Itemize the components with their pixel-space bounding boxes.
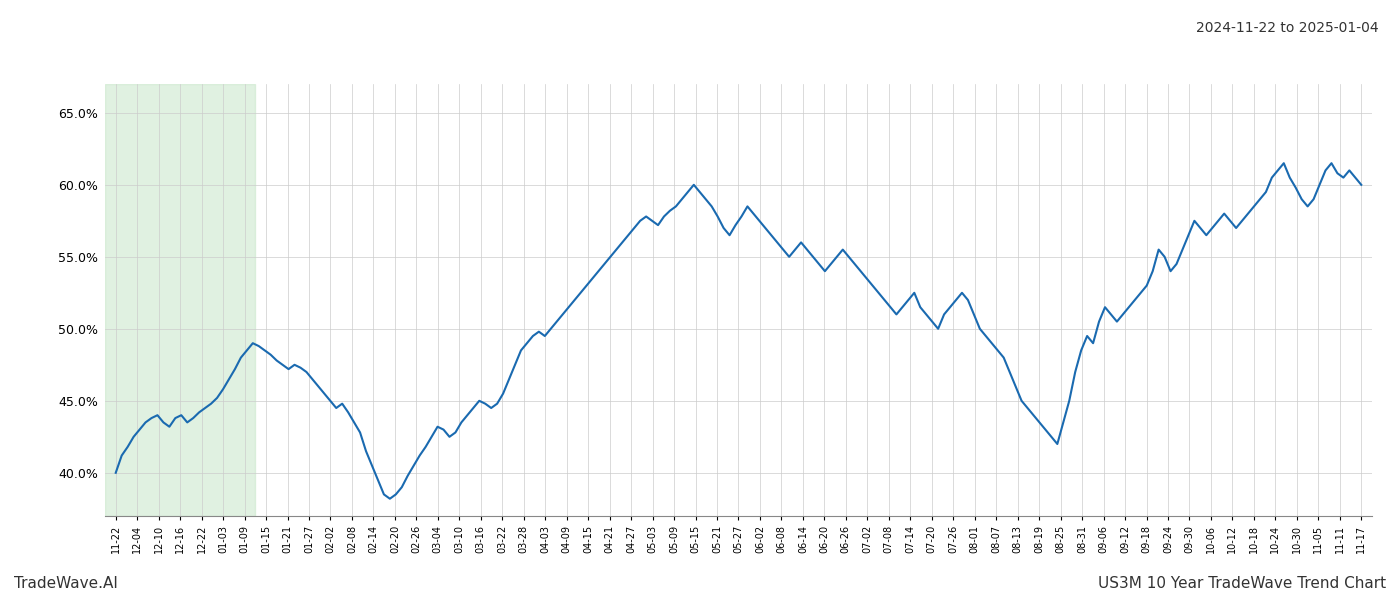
- Text: TradeWave.AI: TradeWave.AI: [14, 576, 118, 591]
- Text: 2024-11-22 to 2025-01-04: 2024-11-22 to 2025-01-04: [1197, 21, 1379, 35]
- Text: US3M 10 Year TradeWave Trend Chart: US3M 10 Year TradeWave Trend Chart: [1098, 576, 1386, 591]
- Bar: [105, 84, 255, 516]
